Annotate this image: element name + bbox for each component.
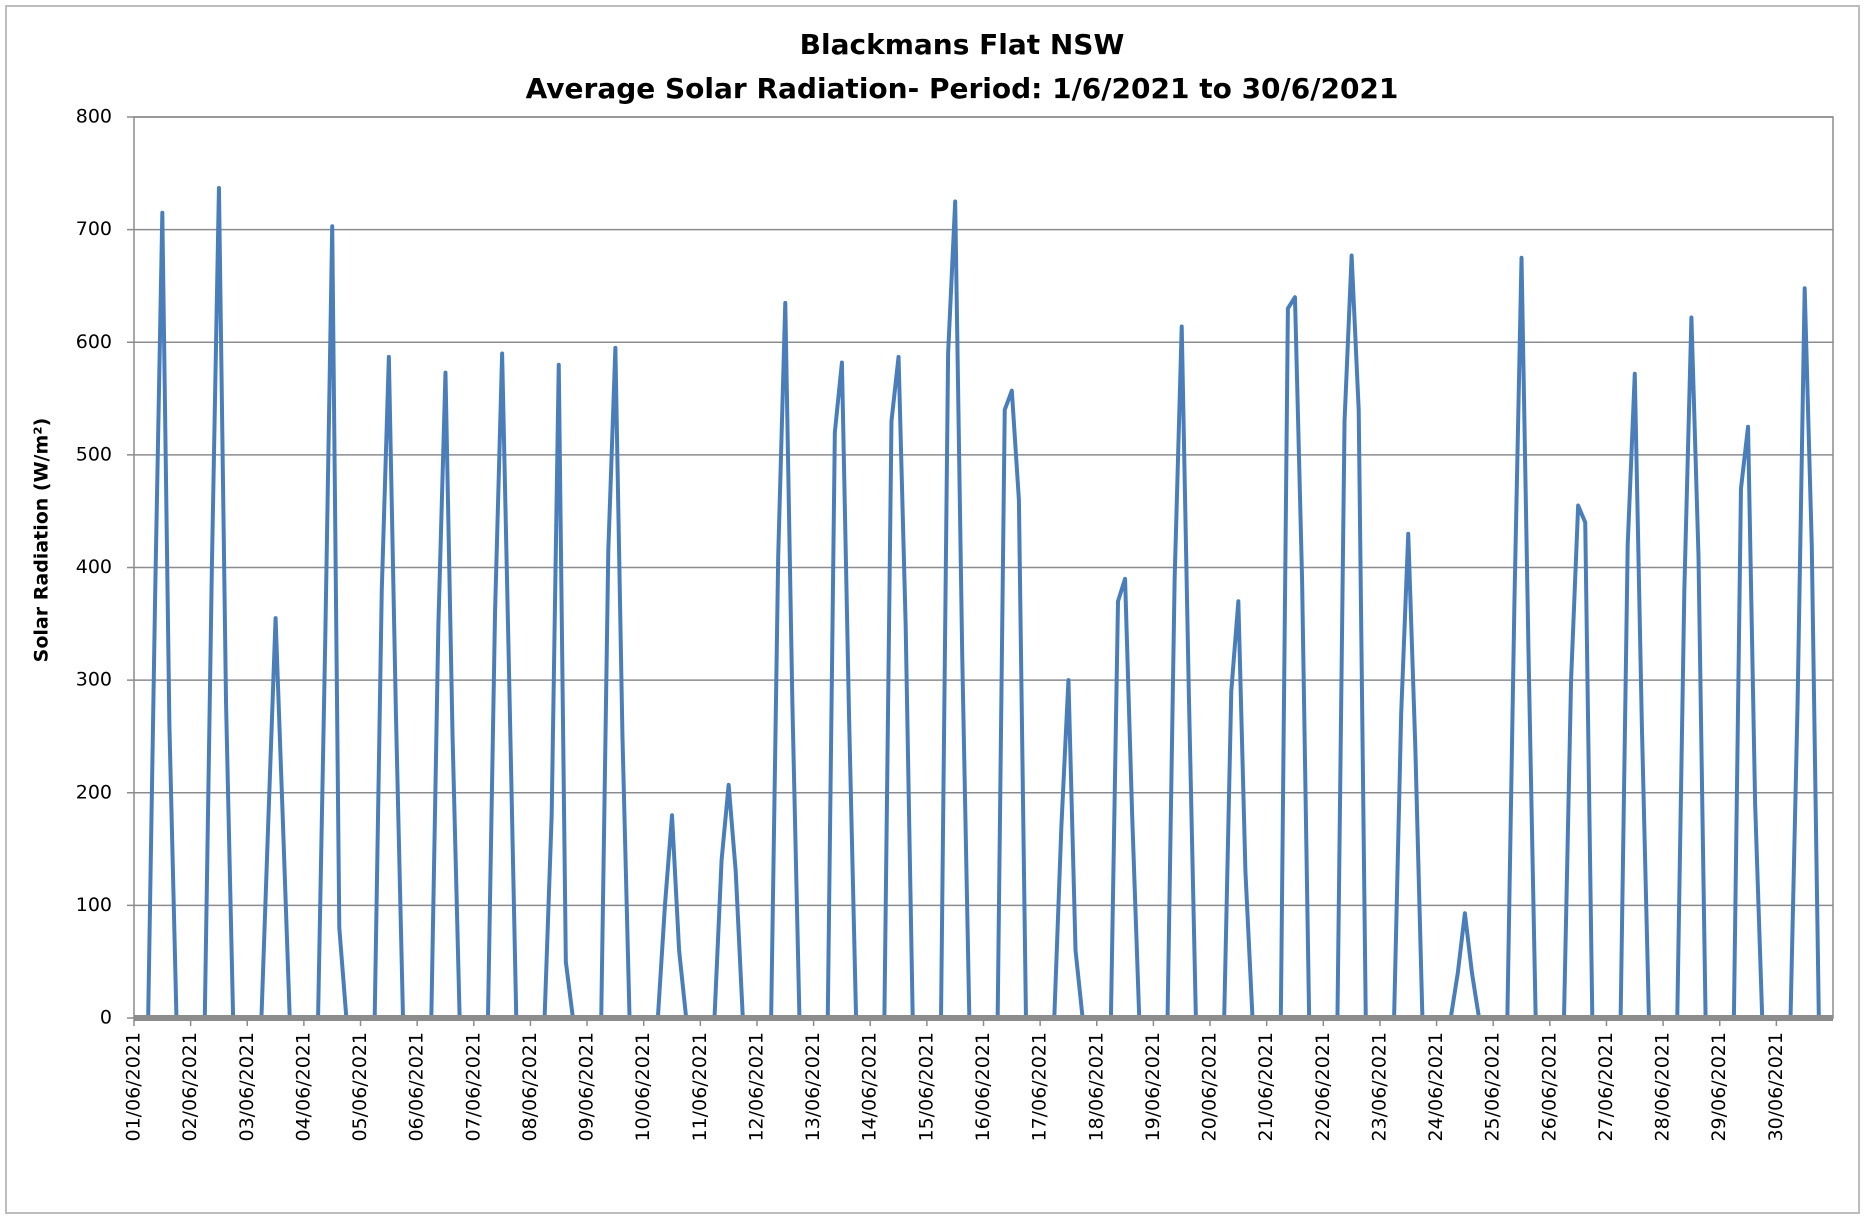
y-tick-label: 300	[76, 669, 112, 691]
x-tick-label: 22/06/2021	[1312, 1032, 1334, 1142]
x-tick-label: 17/06/2021	[1029, 1032, 1051, 1142]
x-tick-label: 10/06/2021	[632, 1032, 654, 1142]
chart-title: Blackmans Flat NSW	[800, 28, 1125, 61]
x-tick-label: 07/06/2021	[462, 1032, 484, 1142]
x-tick-label: 01/06/2021	[123, 1032, 145, 1142]
x-tick-label: 11/06/2021	[689, 1032, 711, 1142]
x-tick-label: 28/06/2021	[1652, 1032, 1674, 1142]
y-tick-label: 700	[76, 218, 112, 240]
y-tick-label: 800	[76, 106, 112, 128]
y-tick-label: 100	[76, 894, 112, 916]
x-tick-label: 18/06/2021	[1085, 1032, 1107, 1142]
y-axis-label: Solar Radiation (W/m²)	[31, 418, 53, 663]
x-tick-label: 23/06/2021	[1368, 1032, 1390, 1142]
x-tick-label: 24/06/2021	[1425, 1032, 1447, 1142]
x-tick-label: 16/06/2021	[972, 1032, 994, 1142]
y-tick-label: 600	[76, 331, 112, 353]
x-tick-label: 03/06/2021	[236, 1032, 258, 1142]
chart-frame	[5, 5, 1860, 1214]
y-tick-label: 0	[100, 1007, 112, 1029]
x-tick-label: 05/06/2021	[349, 1032, 371, 1142]
x-tick-label: 13/06/2021	[802, 1032, 824, 1142]
y-tick-label: 400	[76, 556, 112, 578]
x-tick-label: 08/06/2021	[519, 1032, 541, 1142]
x-tick-label: 12/06/2021	[745, 1032, 767, 1142]
x-tick-label: 29/06/2021	[1708, 1032, 1730, 1142]
x-tick-label: 04/06/2021	[292, 1032, 314, 1142]
x-tick-label: 09/06/2021	[576, 1032, 598, 1142]
x-tick-label: 02/06/2021	[179, 1032, 201, 1142]
y-tick-label: 500	[76, 443, 112, 465]
x-tick-label: 21/06/2021	[1255, 1032, 1277, 1142]
x-tick-label: 30/06/2021	[1765, 1032, 1787, 1142]
x-tick-label: 19/06/2021	[1142, 1032, 1164, 1142]
y-tick-label: 200	[76, 781, 112, 803]
x-tick-label: 20/06/2021	[1199, 1032, 1221, 1142]
x-tick-label: 27/06/2021	[1595, 1032, 1617, 1142]
x-tick-label: 06/06/2021	[406, 1032, 428, 1142]
chart-subtitle: Average Solar Radiation- Period: 1/6/202…	[526, 72, 1399, 105]
x-tick-label: 14/06/2021	[859, 1032, 881, 1142]
x-tick-label: 15/06/2021	[915, 1032, 937, 1142]
x-tick-label: 25/06/2021	[1482, 1032, 1504, 1142]
x-tick-label: 26/06/2021	[1538, 1032, 1560, 1142]
